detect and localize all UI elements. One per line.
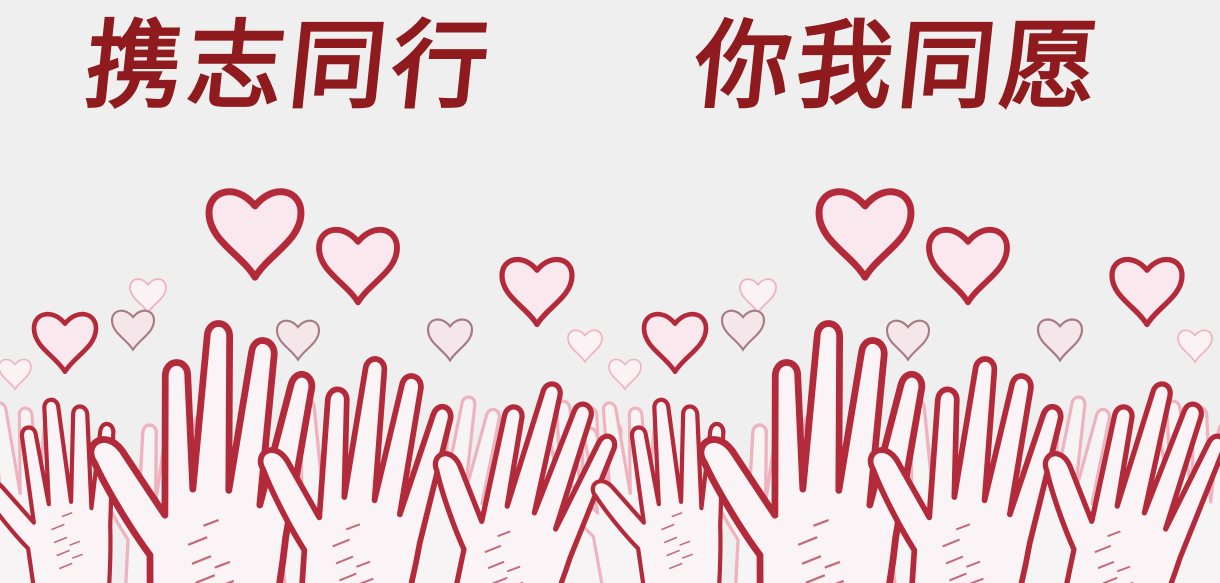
raised-hands-illustration [0,0,1220,583]
volunteer-banner: 携志同行 你我同愿 [0,0,1220,583]
